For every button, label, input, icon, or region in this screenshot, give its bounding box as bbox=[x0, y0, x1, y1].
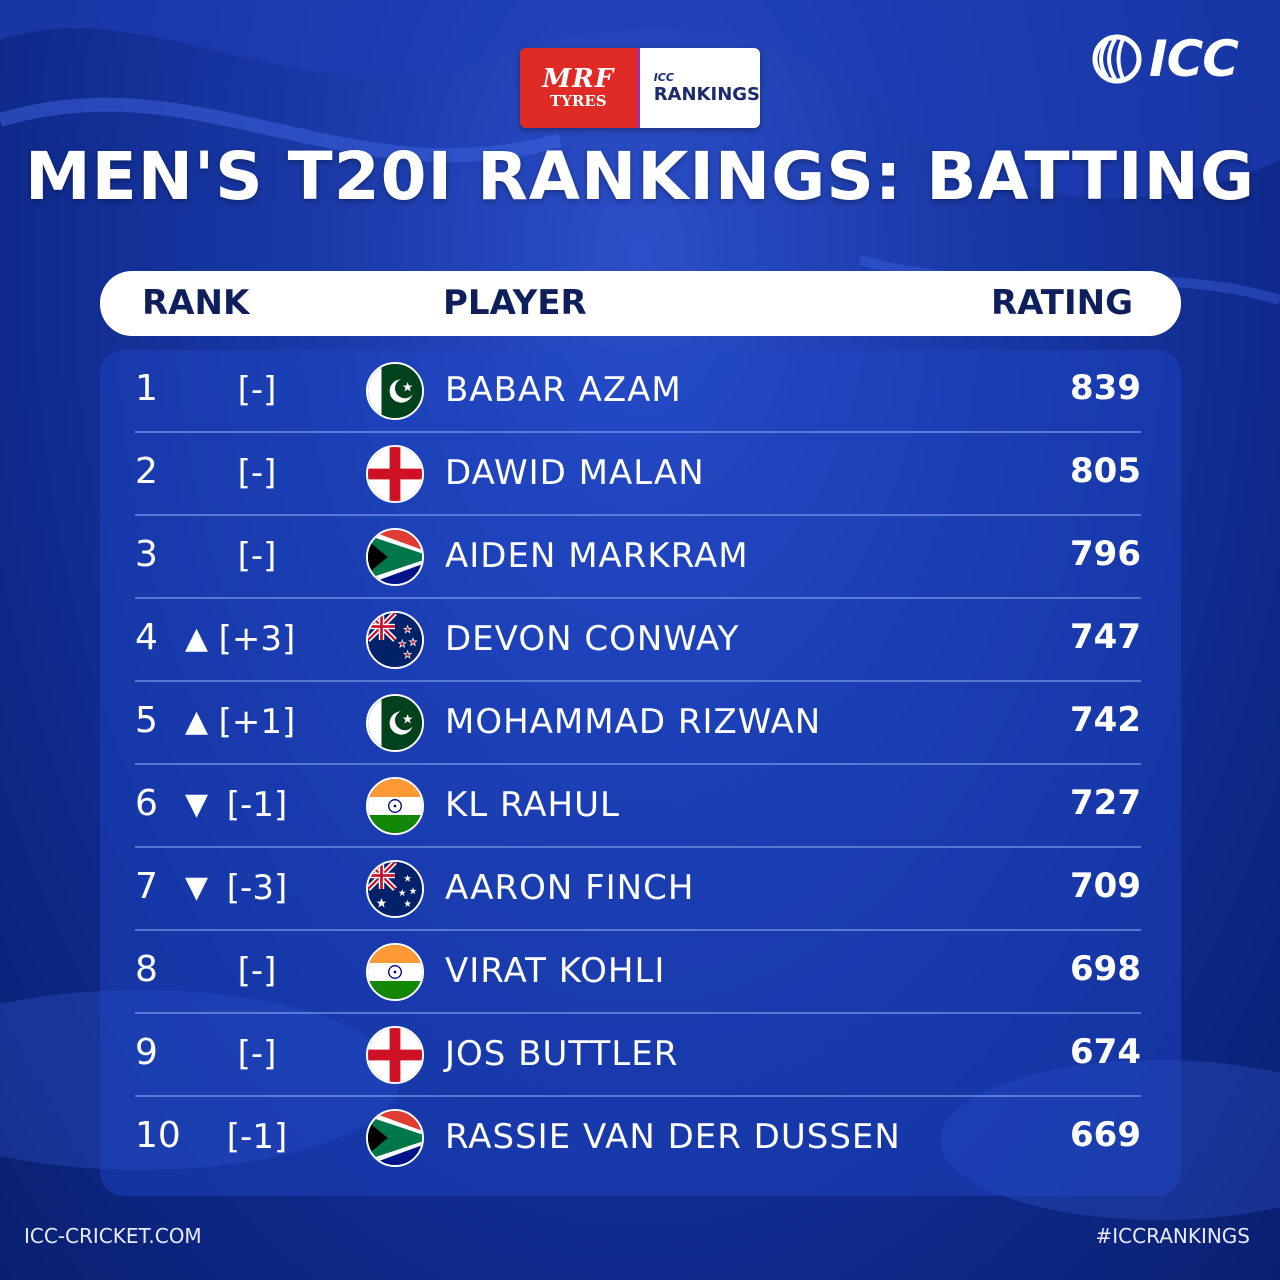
south-africa-flag-icon bbox=[366, 1109, 424, 1167]
row-rank: 8 bbox=[135, 949, 158, 990]
footer-hashtag: #ICCRANKINGS bbox=[1095, 1224, 1250, 1248]
header-rank: RANK bbox=[142, 283, 250, 323]
table-row: 4 ▲ [+3] DEVON CONWAY 747 bbox=[100, 599, 1181, 682]
table-row: 8 [-] VIRAT KOHLI 698 bbox=[100, 931, 1181, 1014]
table-row: 1 [-] BABAR AZAM 839 bbox=[100, 350, 1181, 433]
player-name: VIRAT KOHLI bbox=[445, 951, 666, 991]
player-name: AIDEN MARKRAM bbox=[445, 536, 749, 576]
new-zealand-flag-icon bbox=[366, 611, 424, 669]
sponsor-badge: MRF TYRES ICC RANKINGS bbox=[520, 48, 760, 128]
rankings-icc-text: ICC bbox=[653, 71, 674, 84]
player-rating: 796 bbox=[1070, 534, 1141, 574]
player-rating: 698 bbox=[1070, 949, 1141, 989]
footer-website: ICC-CRICKET.COM bbox=[24, 1224, 202, 1248]
row-divider bbox=[135, 763, 1141, 765]
row-movement-text: [-3] bbox=[226, 868, 288, 908]
player-rating: 727 bbox=[1070, 783, 1141, 823]
row-movement-text: [-] bbox=[237, 370, 277, 410]
row-rank: 7 bbox=[135, 866, 158, 907]
row-divider bbox=[135, 1012, 1141, 1014]
mrf-logo: MRF TYRES bbox=[520, 48, 637, 128]
india-flag-icon bbox=[366, 777, 424, 835]
mrf-text: MRF bbox=[542, 64, 615, 94]
player-rating: 747 bbox=[1070, 617, 1141, 657]
row-rank: 2 bbox=[135, 451, 158, 492]
row-rank: 1 bbox=[135, 368, 158, 409]
down-arrow-icon: ▼ bbox=[185, 870, 209, 905]
table-row: 3 [-] AIDEN MARKRAM 796 bbox=[100, 516, 1181, 599]
table-row: 2 [-] DAWID MALAN 805 bbox=[100, 433, 1181, 516]
down-arrow-icon: ▼ bbox=[185, 787, 209, 822]
player-name: AARON FINCH bbox=[445, 868, 695, 908]
england-flag-icon bbox=[366, 445, 424, 503]
player-name: MOHAMMAD RIZWAN bbox=[445, 702, 822, 742]
player-name: RASSIE VAN DER DUSSEN bbox=[445, 1117, 901, 1157]
table-row: 9 [-] JOS BUTTLER 674 bbox=[100, 1014, 1181, 1097]
table-row: 10 [-1] RASSIE VAN DER DUSSEN 669 bbox=[100, 1097, 1181, 1180]
row-divider bbox=[135, 1095, 1141, 1097]
row-rank: 3 bbox=[135, 534, 158, 575]
player-name: BABAR AZAM bbox=[445, 370, 682, 410]
rankings-text: RANKINGS bbox=[653, 84, 760, 105]
row-rank: 6 bbox=[135, 783, 158, 824]
row-movement-text: [-] bbox=[237, 536, 277, 576]
player-rating: 805 bbox=[1070, 451, 1141, 491]
rankings-logo: ICC RANKINGS bbox=[636, 48, 760, 128]
player-name: KL RAHUL bbox=[445, 785, 620, 825]
table-row: 6 ▼ [-1] KL RAHUL 727 bbox=[100, 765, 1181, 848]
row-rank: 9 bbox=[135, 1032, 158, 1073]
row-movement-text: [-] bbox=[237, 951, 277, 991]
row-movement-text: [-] bbox=[237, 1034, 277, 1074]
player-rating: 742 bbox=[1070, 700, 1141, 740]
pakistan-flag-icon bbox=[366, 694, 424, 752]
row-divider bbox=[135, 431, 1141, 433]
player-name: DAWID MALAN bbox=[445, 453, 705, 493]
table-header: RANK PLAYER RATING bbox=[100, 271, 1181, 336]
row-divider bbox=[135, 929, 1141, 931]
header-rating: RATING bbox=[990, 283, 1133, 323]
row-movement-text: [+3] bbox=[218, 619, 296, 659]
row-movement-text: [-1] bbox=[226, 1117, 288, 1157]
table-row: 7 ▼ [-3] AARON FINCH 709 bbox=[100, 848, 1181, 931]
table-row: 5 ▲ [+1] MOHAMMAD RIZWAN 742 bbox=[100, 682, 1181, 765]
player-rating: 669 bbox=[1070, 1115, 1141, 1155]
south-africa-flag-icon bbox=[366, 528, 424, 586]
india-flag-icon bbox=[366, 943, 424, 1001]
row-divider bbox=[135, 680, 1141, 682]
player-name: JOS BUTTLER bbox=[445, 1034, 679, 1074]
up-arrow-icon: ▲ bbox=[185, 704, 209, 739]
row-movement-text: [+1] bbox=[218, 702, 296, 742]
player-name: DEVON CONWAY bbox=[445, 619, 740, 659]
australia-flag-icon bbox=[366, 860, 424, 918]
player-rating: 709 bbox=[1070, 866, 1141, 906]
row-rank: 4 bbox=[135, 617, 158, 658]
row-rank: 5 bbox=[135, 700, 158, 741]
row-divider bbox=[135, 514, 1141, 516]
icc-cricket-ball-icon bbox=[1092, 34, 1142, 84]
player-rating: 674 bbox=[1070, 1032, 1141, 1072]
up-arrow-icon: ▲ bbox=[185, 621, 209, 656]
row-divider bbox=[135, 597, 1141, 599]
row-movement-text: [-1] bbox=[226, 785, 288, 825]
row-movement-text: [-] bbox=[237, 453, 277, 493]
player-rating: 839 bbox=[1070, 368, 1141, 408]
row-rank: 10 bbox=[135, 1115, 181, 1156]
england-flag-icon bbox=[366, 1026, 424, 1084]
pakistan-flag-icon bbox=[366, 362, 424, 420]
row-divider bbox=[135, 846, 1141, 848]
tyres-text: TYRES bbox=[550, 92, 607, 110]
icc-text: ICC bbox=[1149, 30, 1239, 88]
page-title: MEN'S T20I RANKINGS: BATTING bbox=[24, 138, 1256, 215]
rankings-table: 1 [-] BABAR AZAM 839 2 [-] DAWID MALAN 805 3 [-] A… bbox=[100, 350, 1181, 1196]
icc-logo: ICC bbox=[1091, 30, 1239, 88]
header-player: PLAYER bbox=[443, 283, 587, 323]
